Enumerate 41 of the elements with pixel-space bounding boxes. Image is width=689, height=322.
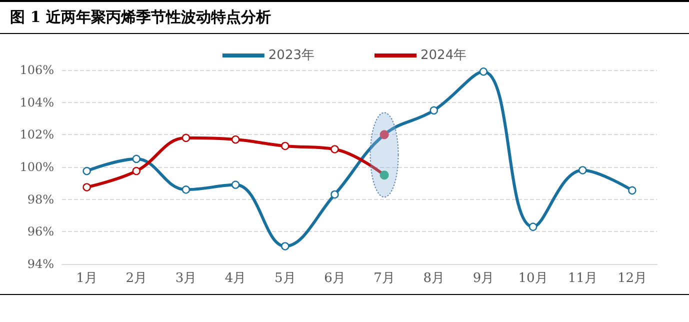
point (82, 166, 91, 176)
y-tick-label: 104% (20, 95, 54, 110)
point (628, 186, 636, 195)
point (281, 142, 290, 150)
point (231, 135, 240, 144)
legend-label: 2023年 (268, 48, 315, 63)
y-tick-label: 96% (27, 224, 54, 239)
point (528, 222, 538, 231)
point (132, 166, 140, 176)
point (430, 106, 438, 115)
y-tick-label: 100% (20, 160, 54, 174)
point (330, 145, 339, 154)
y-tick-label: 106% (20, 63, 54, 77)
point (380, 130, 389, 140)
legend-label: 2024年 (420, 48, 467, 63)
x-tick-label: 8月 (423, 271, 445, 286)
x-tick-label: 5月 (274, 271, 296, 286)
point (330, 190, 339, 199)
x-tick-label: 9月 (472, 271, 494, 286)
x-tick-label: 7月 (374, 271, 395, 286)
y-tick-label: 102% (20, 128, 54, 142)
x-tick-label: 3月 (175, 271, 197, 286)
point (132, 154, 140, 164)
point (182, 186, 190, 194)
point (82, 183, 91, 192)
y-tick-label: 98% (27, 192, 54, 206)
point (380, 170, 389, 180)
point (578, 166, 587, 174)
x-tick-label: 4月 (224, 271, 246, 286)
x-tick-label: 11月 (568, 271, 598, 286)
point (281, 242, 290, 250)
point (479, 68, 488, 76)
x-tick-label: 10月 (518, 271, 548, 286)
y-tick-label: 94% (27, 257, 54, 271)
x-tick-label: 6月 (324, 271, 346, 286)
x-tick-label: 12月 (617, 271, 647, 286)
x-tick-label: 1月 (76, 271, 98, 286)
point (182, 134, 190, 142)
chart-title: 图 1 近两年聚丙烯季节性波动特点分析 (0, 0, 689, 34)
point (231, 180, 240, 189)
x-tick-label: 2月 (126, 271, 148, 286)
